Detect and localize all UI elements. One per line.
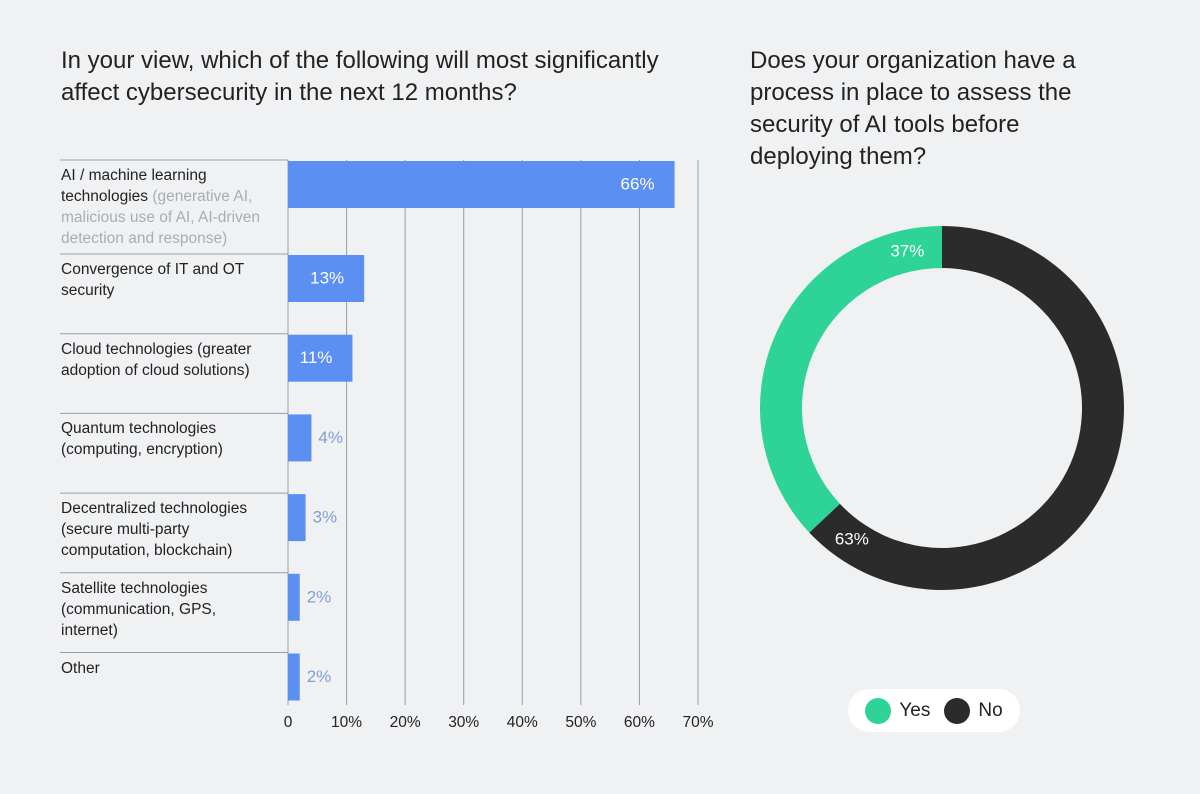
value-label: 13% bbox=[310, 268, 344, 287]
value-label: 2% bbox=[307, 667, 332, 686]
legend-swatch bbox=[944, 697, 971, 724]
category-label: Convergence of IT and OT security bbox=[61, 259, 276, 301]
category-label: AI / machine learning technologies (gene… bbox=[61, 165, 276, 249]
value-label: 2% bbox=[307, 587, 332, 606]
donut-chart-title: Does your organization have a process in… bbox=[750, 47, 1076, 170]
category-name: Other bbox=[61, 659, 100, 677]
category-label: Quantum technologies (computing, encrypt… bbox=[61, 418, 276, 460]
category-label: Decentralized technologies (secure multi… bbox=[61, 498, 276, 561]
donut-slice bbox=[809, 226, 1124, 590]
category-label: Satellite technologies (communication, G… bbox=[61, 578, 276, 641]
legend-item: No bbox=[944, 697, 1003, 724]
bar bbox=[288, 653, 300, 701]
x-tick-label: 0 bbox=[284, 714, 293, 731]
category-name: Decentralized technologies (secure multi… bbox=[61, 500, 248, 560]
legend: Yes No bbox=[848, 689, 1020, 732]
legend-item: Yes bbox=[865, 697, 931, 724]
category-name: AI / machine learning technologies bbox=[61, 167, 207, 205]
legend-label: Yes bbox=[899, 699, 931, 721]
bar bbox=[288, 334, 353, 382]
x-tick-label: 20% bbox=[390, 714, 421, 731]
x-tick-label: 30% bbox=[448, 714, 479, 731]
x-tick-label: 40% bbox=[507, 714, 538, 731]
value-label: 11% bbox=[300, 348, 333, 367]
x-tick-label: 70% bbox=[682, 714, 713, 731]
bar bbox=[288, 494, 306, 542]
legend-swatch bbox=[865, 697, 892, 724]
category-name: Cloud technologies (greater adoption of … bbox=[61, 340, 252, 379]
x-tick-label: 10% bbox=[331, 714, 362, 731]
value-label: 63% bbox=[835, 530, 869, 549]
value-label: 4% bbox=[318, 428, 343, 447]
value-label: 66% bbox=[621, 174, 655, 193]
x-tick-label: 50% bbox=[565, 714, 596, 731]
bar bbox=[288, 161, 675, 208]
bar bbox=[288, 414, 312, 462]
category-name: Quantum technologies (computing, encrypt… bbox=[61, 420, 223, 459]
category-name: Satellite technologies (communication, G… bbox=[61, 579, 217, 639]
value-label: 37% bbox=[890, 241, 924, 260]
x-tick-label: 60% bbox=[624, 714, 655, 731]
donut-slice bbox=[759, 226, 942, 533]
category-note: (generative AI, malicious use of AI, AI-… bbox=[61, 188, 261, 247]
category-label: Cloud technologies (greater adoption of … bbox=[61, 339, 276, 381]
legend-label: No bbox=[978, 699, 1003, 721]
value-label: 3% bbox=[313, 508, 338, 527]
bar-chart-title: In your view, which of the following wil… bbox=[61, 47, 659, 106]
bar bbox=[288, 573, 300, 621]
bar bbox=[288, 255, 365, 302]
category-name: Convergence of IT and OT security bbox=[61, 261, 244, 299]
category-label: Other bbox=[61, 658, 276, 679]
